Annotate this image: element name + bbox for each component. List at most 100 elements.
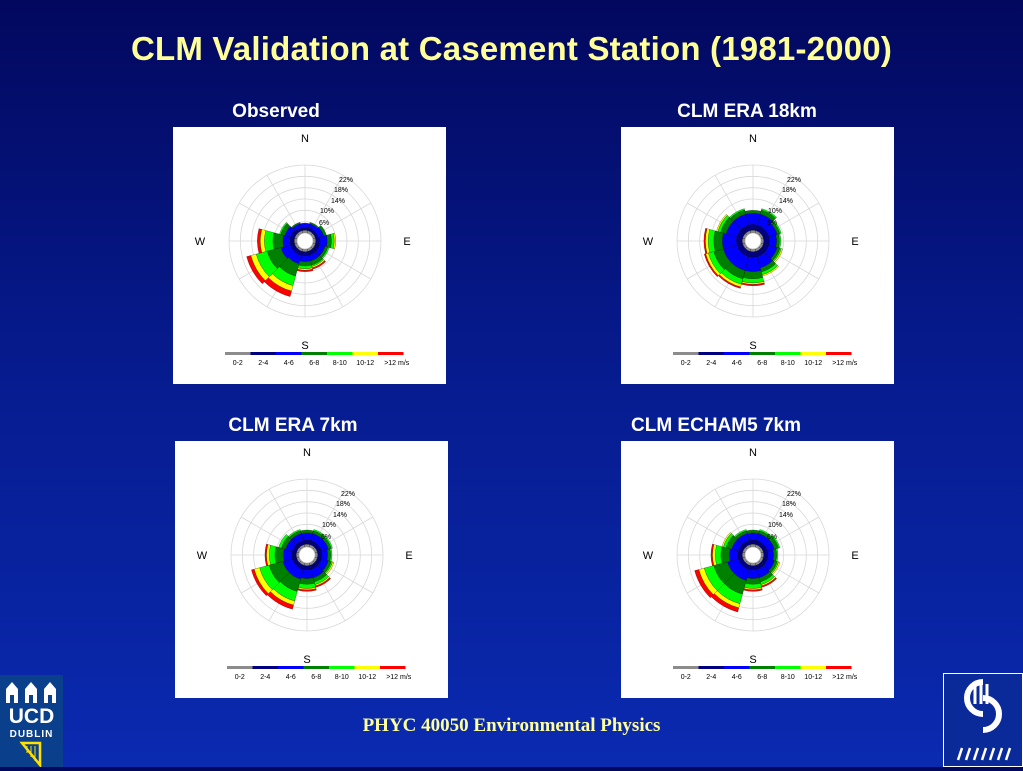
legend-swatch — [698, 352, 724, 355]
rose-bar — [703, 228, 708, 254]
rose-bar — [301, 227, 309, 231]
rose-bar — [737, 550, 743, 560]
legend-label: >12 m/s — [384, 360, 410, 367]
panel-title-clm-echam5-7km: CLM ECHAM5 7km — [631, 415, 801, 436]
legend-swatch — [276, 352, 302, 355]
rose-bar — [710, 543, 714, 567]
rose-bar — [246, 255, 266, 284]
rose-bar — [291, 550, 297, 560]
direction-label-west: W — [643, 550, 654, 562]
rose-bar — [721, 532, 732, 548]
rose-bar — [257, 228, 262, 254]
rose-bar — [264, 230, 275, 252]
radial-tick-label: 14% — [779, 512, 793, 519]
rose-bar — [761, 208, 777, 219]
legend-swatch — [329, 666, 355, 669]
legend-label: 2-4 — [260, 674, 270, 681]
legend-swatch — [225, 352, 251, 355]
radial-tick-label: 10% — [322, 522, 336, 529]
rose-bar — [299, 577, 315, 585]
ucd-logo: UCD DUBLIN — [0, 675, 63, 767]
slide-title: CLM Validation at Casement Station (1981… — [130, 30, 893, 67]
legend-swatch — [800, 352, 826, 355]
rose-bar — [768, 234, 777, 248]
legend-label: 10-12 — [356, 360, 374, 367]
rose-bar — [729, 208, 745, 219]
rose-bar — [748, 565, 758, 571]
direction-label-south: S — [301, 340, 308, 352]
legend-swatch — [698, 666, 724, 669]
rose-bar — [269, 545, 277, 565]
ucd-crest-icon — [6, 682, 56, 703]
radial-tick-label: 6% — [321, 534, 331, 541]
legend-label: 0-2 — [235, 674, 245, 681]
direction-label-east: E — [403, 236, 410, 248]
rose-bar — [748, 539, 758, 545]
legend-swatch — [227, 666, 253, 669]
rose-center — [744, 232, 762, 250]
direction-label-north: N — [303, 447, 311, 459]
rose-bar — [282, 235, 291, 247]
legend-swatch — [354, 666, 380, 669]
direction-label-east: E — [851, 236, 858, 248]
legend-swatch — [800, 666, 826, 669]
radial-tick-label: 18% — [782, 501, 796, 508]
direction-label-north: N — [749, 133, 757, 145]
direction-label-north: N — [301, 133, 309, 145]
legend-swatch — [301, 352, 327, 355]
radial-tick-label: 18% — [782, 187, 796, 194]
direction-label-west: W — [643, 236, 654, 248]
legend-swatch — [327, 352, 353, 355]
legend-swatch — [775, 352, 801, 355]
legend-label: 10-12 — [804, 360, 822, 367]
legend-label: 10-12 — [804, 674, 822, 681]
legend-label: 8-10 — [781, 674, 795, 681]
rose-bar — [694, 569, 714, 598]
legend-swatch — [250, 352, 276, 355]
rose-bar — [289, 236, 295, 246]
legend-swatch — [749, 352, 775, 355]
rose-bar — [317, 550, 323, 560]
legend-swatch — [673, 666, 699, 669]
windrose-panel-clm-echam5-7km: N E S W 6% 10% 14% 18% 22% 0-2 2-4 4-6 6-8 8-10 10-12 >… — [621, 441, 894, 698]
rose-bar — [274, 546, 285, 564]
radial-tick-label: 14% — [779, 198, 793, 205]
rose-bar — [734, 529, 747, 538]
radial-tick-label: 22% — [787, 491, 801, 498]
legend-swatch — [252, 666, 278, 669]
radial-tick-label: 22% — [339, 177, 353, 184]
radial-tick-label: 18% — [336, 501, 350, 508]
legend-swatch — [826, 666, 852, 669]
radial-tick-label: 14% — [333, 512, 347, 519]
legend-swatch — [724, 352, 750, 355]
radial-tick-label: 22% — [341, 491, 355, 498]
legend-label: 0-2 — [233, 360, 243, 367]
radial-tick-label: 18% — [334, 187, 348, 194]
icc-logo — [943, 673, 1023, 767]
direction-label-south: S — [749, 654, 756, 666]
direction-label-east: E — [405, 550, 412, 562]
rose-bar — [299, 255, 311, 262]
rose-bar — [720, 546, 731, 564]
panel-title-observed: Observed — [232, 101, 320, 122]
ucd-logo-text: UCD — [8, 705, 55, 728]
harp-icon — [19, 741, 42, 767]
legend-label: >12 m/s — [386, 674, 412, 681]
radial-tick-label: 10% — [320, 208, 334, 215]
legend-label: 8-10 — [333, 360, 347, 367]
legend-label: 2-4 — [706, 674, 716, 681]
rose-bar — [272, 232, 284, 250]
windrose-panel-clm-era-18km: N E S W 6% 10% 14% 18% 22% 0-2 2-4 4-6 6-8 8-10 10-12 >… — [621, 127, 894, 384]
legend-label: 4-6 — [732, 674, 742, 681]
rose-bar — [315, 236, 321, 246]
rose-center — [298, 546, 316, 564]
legend-label: 0-2 — [681, 360, 691, 367]
rose-bar — [291, 222, 301, 229]
rose-bar — [264, 543, 268, 567]
rose-bar — [279, 222, 288, 235]
legend-swatch — [724, 666, 750, 669]
rose-bar — [300, 251, 310, 257]
legend-swatch — [826, 352, 852, 355]
rose-bar — [300, 222, 310, 228]
rose-bar — [763, 550, 769, 560]
